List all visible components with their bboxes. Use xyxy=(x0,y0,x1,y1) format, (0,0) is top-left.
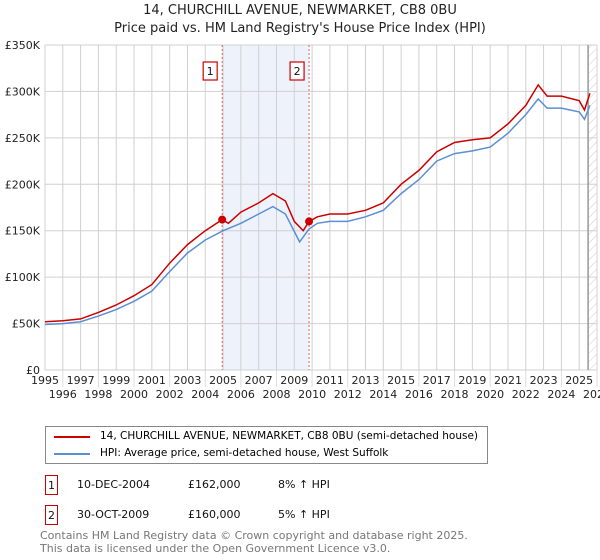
sale-period-band xyxy=(222,45,310,370)
legend-label-hpi: HPI: Average price, semi-detached house,… xyxy=(100,447,389,459)
x-tick-label: 2007 xyxy=(245,374,273,387)
footer-line-1: Contains HM Land Registry data © Crown c… xyxy=(40,529,468,542)
sale-date: 10-DEC-2004 xyxy=(77,478,151,491)
y-tick-label: £350K xyxy=(5,39,41,52)
sale-hpi: 5% ↑ HPI xyxy=(278,508,330,521)
x-tick-label: 2016 xyxy=(405,388,433,401)
x-tick-label: 2004 xyxy=(191,388,219,401)
sale-row-2: 2 30-OCT-2009 £160,000 5% ↑ HPI xyxy=(45,505,445,525)
x-tick-label: 1999 xyxy=(102,374,130,387)
sale-price: £160,000 xyxy=(188,508,241,521)
x-tick-label: 2026 xyxy=(583,388,600,401)
legend-blue-line xyxy=(54,452,90,455)
x-tick-label: 2021 xyxy=(494,374,522,387)
y-tick-label: £50K xyxy=(12,318,41,331)
plot-area: 1995199619971998199920002001200220032004… xyxy=(5,39,600,401)
x-tick-label: 1996 xyxy=(49,388,77,401)
x-tick-label: 2022 xyxy=(512,388,540,401)
legend-label-property: 14, CHURCHILL AVENUE, NEWMARKET, CB8 0BU… xyxy=(100,430,479,442)
y-tick-label: £100K xyxy=(5,271,41,284)
y-tick-label: £150K xyxy=(5,225,41,238)
x-tick-label: 2002 xyxy=(156,388,184,401)
x-tick-label: 2008 xyxy=(262,388,290,401)
x-tick-label: 2024 xyxy=(547,388,575,401)
x-tick-label: 2017 xyxy=(423,374,451,387)
sale-point xyxy=(218,215,227,224)
x-tick-label: 2014 xyxy=(369,388,397,401)
x-tick-label: 2020 xyxy=(476,388,504,401)
x-tick-label: 2011 xyxy=(316,374,344,387)
x-tick-label: 2012 xyxy=(334,388,362,401)
footer: Contains HM Land Registry data © Crown c… xyxy=(40,529,468,555)
legend-red-line xyxy=(54,435,90,438)
x-tick-label: 2010 xyxy=(298,388,326,401)
sale-hpi: 8% ↑ HPI xyxy=(278,478,330,491)
property-price-line xyxy=(44,83,591,323)
sale-date: 30-OCT-2009 xyxy=(77,508,150,521)
y-tick-label: £0 xyxy=(26,364,40,377)
x-tick-label: 1997 xyxy=(67,374,95,387)
sale-price: £162,000 xyxy=(188,478,241,491)
y-tick-label: £250K xyxy=(5,132,41,145)
sale-badge: 2 xyxy=(45,505,58,525)
x-tick-label: 2025 xyxy=(565,374,593,387)
hpi-line xyxy=(44,97,591,326)
x-tick-label: 2000 xyxy=(120,388,148,401)
x-tick-label: 2006 xyxy=(227,388,255,401)
chart-subtitle: Price paid vs. HM Land Registry's House … xyxy=(114,21,486,36)
x-tick-label: 2001 xyxy=(138,374,166,387)
footer-line-2: This data is licensed under the Open Gov… xyxy=(40,542,391,555)
x-tick-label: 2005 xyxy=(209,374,237,387)
chart-title: 14, CHURCHILL AVENUE, NEWMARKET, CB8 0BU xyxy=(143,3,457,18)
sale-label: 1 xyxy=(207,65,214,78)
sale-label-box xyxy=(202,61,218,81)
x-tick-label: 2018 xyxy=(441,388,469,401)
x-tick-label: 1995 xyxy=(31,374,59,387)
y-tick-label: £300K xyxy=(5,85,41,98)
x-tick-label: 2009 xyxy=(280,374,308,387)
sale-badge: 1 xyxy=(45,475,58,495)
sale-point xyxy=(305,217,314,226)
sale-row-1: 1 10-DEC-2004 £162,000 8% ↑ HPI xyxy=(45,475,445,495)
sale-label-box xyxy=(289,61,305,81)
legend: 14, CHURCHILL AVENUE, NEWMARKET, CB8 0BU… xyxy=(45,426,488,464)
forecast-hatch xyxy=(588,45,597,370)
x-tick-label: 2015 xyxy=(387,374,415,387)
x-tick-label: 2023 xyxy=(530,374,558,387)
x-tick-label: 2019 xyxy=(458,374,486,387)
x-tick-label: 2003 xyxy=(173,374,201,387)
x-tick-label: 2013 xyxy=(352,374,380,387)
y-tick-label: £200K xyxy=(5,178,41,191)
sale-label: 2 xyxy=(294,65,301,78)
x-tick-label: 1998 xyxy=(84,388,112,401)
